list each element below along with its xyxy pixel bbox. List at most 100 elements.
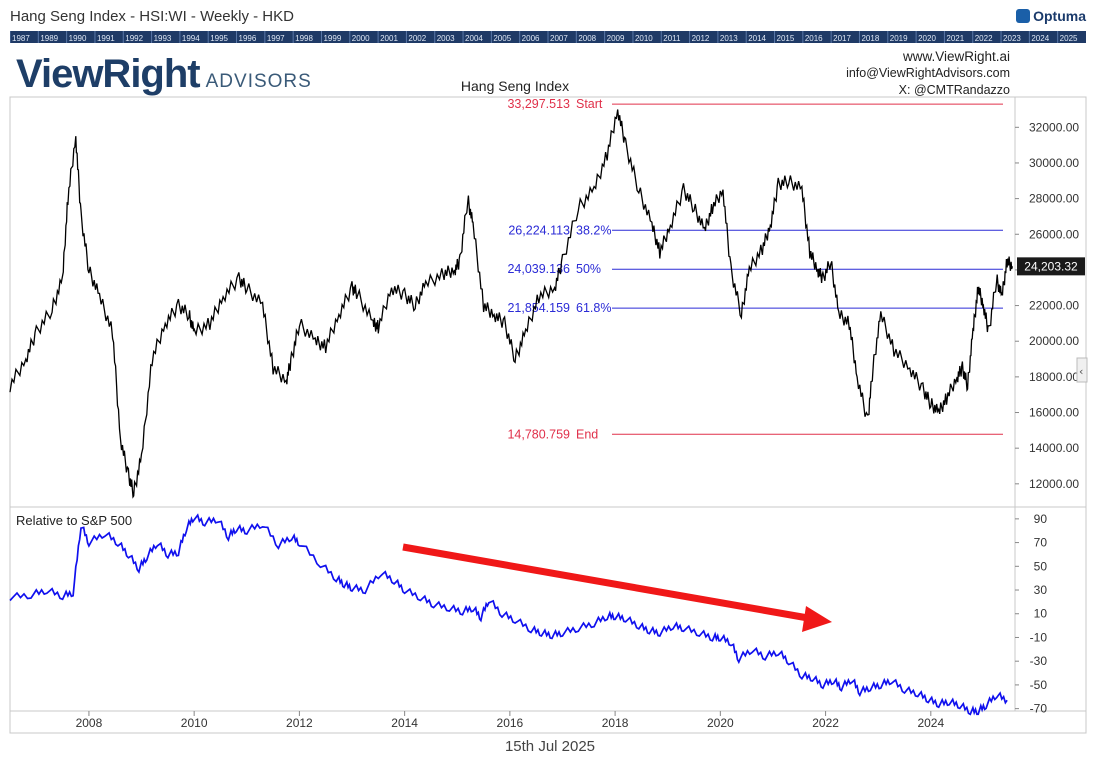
- year-label: 2014: [748, 34, 766, 43]
- fib-price-label: 14,780.759: [507, 427, 570, 441]
- year-navigator-strip[interactable]: 1987 1989 1990 1991 1992 1993 1994 1995 1996 1997…: [10, 31, 1086, 43]
- fib-price-label: 26,224.113: [508, 223, 570, 237]
- year-navigator-svg: 1987 1989 1990 1991 1992 1993 1994 1995 1996 1997…: [10, 31, 1078, 43]
- year-label: 1994: [182, 34, 200, 43]
- year-label: 1989: [40, 34, 58, 43]
- year-label: 1993: [154, 34, 172, 43]
- time-tick-label: 2008: [76, 716, 103, 730]
- price-tick-label: 32000.00: [1029, 120, 1079, 134]
- year-label: 2025: [1060, 34, 1078, 43]
- fib-ratio-label: Start: [576, 97, 603, 111]
- time-tick-label: 2014: [391, 716, 418, 730]
- relative-tick-label: 30: [1034, 583, 1048, 597]
- optuma-brand: Optuma: [1016, 8, 1086, 24]
- relative-series-line: [9, 513, 1008, 716]
- year-label: 2013: [720, 34, 738, 43]
- year-label: 1995: [210, 34, 228, 43]
- price-tick-label: 28000.00: [1029, 192, 1079, 206]
- time-tick-label: 2024: [917, 716, 944, 730]
- website-text: www.ViewRight.ai: [902, 49, 1010, 64]
- relative-tick-label: 10: [1034, 607, 1048, 621]
- price-tick-label: 20000.00: [1029, 334, 1079, 348]
- contact-block: www.ViewRight.ai info@ViewRightAdvisors.…: [800, 48, 1010, 99]
- year-label: 2010: [635, 34, 653, 43]
- year-label: 1997: [267, 34, 285, 43]
- year-label: 2019: [890, 34, 908, 43]
- year-label: 1998: [295, 34, 313, 43]
- price-series-line: [9, 109, 1014, 499]
- fib-price-label: 24,039.136: [507, 262, 570, 276]
- email-text: info@ViewRightAdvisors.com: [846, 66, 1010, 80]
- year-label: 1992: [125, 34, 143, 43]
- time-tick-label: 2012: [286, 716, 313, 730]
- year-label: 2000: [352, 34, 370, 43]
- time-tick-label: 2020: [707, 716, 734, 730]
- year-label: 1996: [239, 34, 257, 43]
- relative-tick-label: -50: [1030, 678, 1048, 692]
- price-tick-label: 18000.00: [1029, 370, 1079, 384]
- relative-tick-label: 70: [1034, 536, 1048, 550]
- optuma-label: Optuma: [1033, 8, 1086, 24]
- year-label: 2024: [1031, 34, 1049, 43]
- year-label: 2018: [861, 34, 879, 43]
- price-tick-label: 16000.00: [1029, 406, 1079, 420]
- year-label: 2006: [522, 34, 540, 43]
- year-label: 2020: [918, 34, 936, 43]
- viewright-logo: ViewRight ADVISORS: [16, 52, 312, 97]
- relative-tick-label: 50: [1034, 559, 1048, 573]
- downtrend-arrow-shaft: [402, 543, 809, 622]
- year-label: 1987: [12, 34, 30, 43]
- year-label: 1991: [97, 34, 115, 43]
- year-label: 2008: [578, 34, 596, 43]
- fib-price-label: 33,297.513: [507, 97, 570, 111]
- chart-frame: [9, 96, 1087, 712]
- logo-main-text: ViewRight: [16, 52, 201, 96]
- fib-ratio-label: 50%: [576, 262, 601, 276]
- logo-sub-text: ADVISORS: [205, 71, 312, 92]
- year-label: 2015: [777, 34, 795, 43]
- price-tick-label: 14000.00: [1029, 441, 1079, 455]
- year-label: 2004: [465, 34, 483, 43]
- last-price-label: 24,203.32: [1024, 259, 1078, 273]
- year-label: 2016: [805, 34, 823, 43]
- time-axis-frame: [9, 710, 1087, 734]
- year-label: 2009: [607, 34, 625, 43]
- fib-ratio-label: End: [576, 427, 598, 441]
- price-tick-label: 22000.00: [1029, 299, 1079, 313]
- relative-tick-label: -70: [1030, 702, 1048, 716]
- year-label: 2017: [833, 34, 851, 43]
- relative-tick-label: 90: [1034, 512, 1048, 526]
- fib-ratio-label: 38.2%: [576, 223, 611, 237]
- price-tick-label: 26000.00: [1029, 227, 1079, 241]
- year-label: 1999: [323, 34, 341, 43]
- time-tick-label: 2018: [602, 716, 629, 730]
- relative-panel-title: Relative to S&P 500: [16, 513, 132, 528]
- fib-price-label: 21,854.159: [507, 301, 570, 315]
- year-label: 2022: [975, 34, 993, 43]
- fib-ratio-label: 61.8%: [576, 301, 611, 315]
- year-label: 2011: [663, 34, 681, 43]
- relative-tick-label: -30: [1030, 654, 1048, 668]
- year-label: 2007: [550, 34, 568, 43]
- year-label: 2001: [380, 34, 398, 43]
- time-tick-label: 2010: [181, 716, 208, 730]
- time-tick-label: 2022: [812, 716, 839, 730]
- year-label: 2023: [1003, 34, 1021, 43]
- last-price-badge: [1017, 257, 1085, 276]
- price-tick-label: 12000.00: [1029, 477, 1079, 491]
- price-tick-label: 30000.00: [1029, 156, 1079, 170]
- price-panel-title: Hang Seng Index: [461, 78, 569, 94]
- time-tick-label: 2016: [497, 716, 524, 730]
- year-label: 2005: [493, 34, 511, 43]
- year-label: 1990: [69, 34, 87, 43]
- chart-date: 15th Jul 2025: [504, 738, 596, 755]
- year-label: 2002: [408, 34, 426, 43]
- relative-tick-label: -10: [1030, 630, 1048, 644]
- collapse-chevron-icon: ‹: [1079, 365, 1083, 378]
- year-label: 2003: [437, 34, 455, 43]
- panel-collapse-handle: [1076, 357, 1088, 383]
- social-handle-text: X: @CMTRandazzo: [898, 83, 1010, 97]
- year-label: 2021: [946, 34, 964, 43]
- downtrend-arrow-head: [802, 606, 832, 632]
